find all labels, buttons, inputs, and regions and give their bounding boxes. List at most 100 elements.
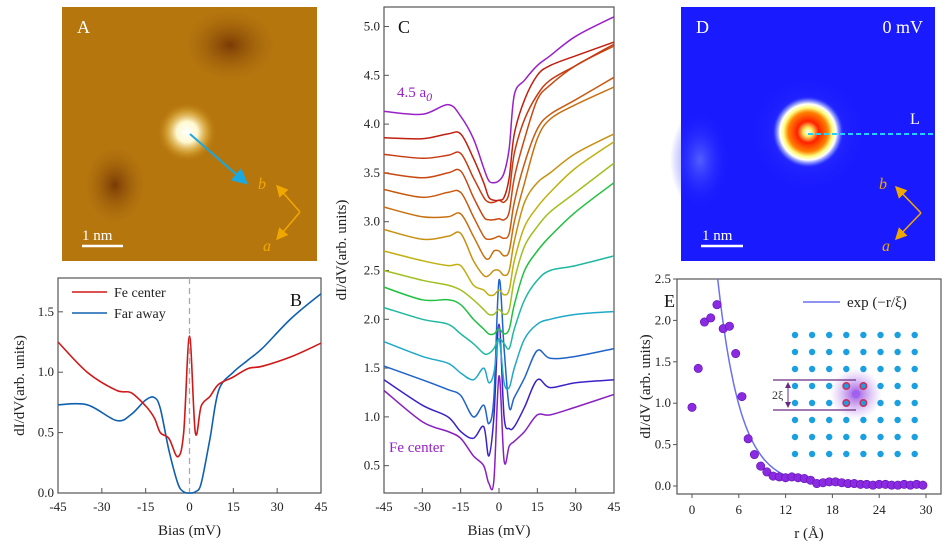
data-point (687, 402, 697, 412)
x-tick-label: 18 (826, 502, 839, 517)
x-tick-label: 30 (920, 502, 933, 517)
panel-label-c: C (398, 17, 410, 37)
axis-a-arrow (276, 211, 301, 241)
legend-label: Fe center (114, 286, 166, 301)
spectrum-line (383, 76, 615, 241)
y-tick-label: 3.5 (364, 165, 380, 180)
x-tick-label: 45 (608, 499, 621, 514)
lattice-site (826, 433, 833, 441)
lattice-site-highlighted (842, 398, 851, 407)
data-point (762, 467, 772, 477)
y-tick-label: 3.0 (364, 214, 380, 229)
spectrum-line (383, 375, 615, 491)
lattice-site (808, 399, 816, 407)
lattice-site (791, 399, 799, 407)
lattice-site (877, 450, 884, 458)
bias-label: 0 mV (883, 17, 924, 37)
panel-e-decay: 0 6 12 18 24 30 0.0 0.5 1.0 1.5 2.0 2.5 r (Å) dI/dV (… (638, 271, 942, 542)
y-tick-label: 4.5 (364, 67, 380, 82)
lattice-site (860, 416, 867, 424)
fe-site (852, 390, 860, 398)
fe-adatom-spot (157, 102, 217, 162)
data-point (737, 392, 747, 402)
lattice-site (808, 331, 816, 339)
lattice-site (826, 416, 833, 424)
xi-label: 2ξ (772, 388, 784, 402)
spectrum-line (383, 182, 615, 336)
panel-label-b: B (290, 290, 302, 310)
axis-b-label: b (879, 176, 887, 193)
lattice-site (826, 348, 833, 356)
spectrum-line (383, 141, 615, 297)
x-axis-label: Bias (mV) (468, 523, 531, 539)
x-tick-label: 0 (496, 499, 503, 514)
panel-c-spectra-stack: -45 -30 -15 0 15 30 45 0.5 1.0 1.5 2.0 2.5 3.0 3.5 4.0… (334, 6, 621, 539)
y-tick-label: 0.0 (38, 485, 54, 500)
spectrum-line (383, 41, 615, 202)
lattice-site (843, 348, 850, 356)
y-axis-label: dI/dV (arb. units) (638, 334, 654, 438)
y-axis-label: dI/dV(arb. units) (12, 335, 28, 436)
axis-a-label: a (882, 238, 890, 255)
topography-dark-region (185, 10, 275, 80)
lattice-site (911, 382, 918, 390)
x-tick-label: 12 (779, 502, 792, 517)
lattice-site (877, 382, 884, 390)
panel-label-d: D (696, 17, 709, 37)
x-tick-label: -30 (414, 499, 431, 514)
lattice-site (894, 331, 901, 339)
x-tick-label: -45 (375, 499, 392, 514)
panel-label-a: A (77, 17, 90, 37)
lattice-site (860, 331, 867, 339)
lattice-site (808, 416, 816, 424)
y-tick-label: 2.0 (364, 311, 380, 326)
lattice-site (911, 433, 918, 441)
y-tick-label: 1.0 (364, 409, 380, 424)
lattice-site (894, 399, 901, 407)
linecut-arrow (189, 133, 249, 185)
axis-b-arrow (276, 184, 301, 213)
lattice-site (791, 331, 799, 339)
lattice-site (911, 450, 918, 458)
lattice-site (791, 450, 799, 458)
lattice-site (843, 416, 850, 424)
x-tick-label: 30 (569, 499, 582, 514)
panel-d-conductance-map: D 0 mV L 1 nm b a (670, 7, 935, 261)
spectrum-line (383, 45, 615, 221)
data-point (756, 461, 766, 471)
lattice-site (877, 348, 884, 356)
y-tick-label: 5.0 (364, 19, 380, 34)
y-tick-label: 1.0 (655, 395, 671, 410)
spectrum-line (383, 323, 615, 457)
lattice-site (808, 450, 816, 458)
lattice-site (911, 365, 918, 373)
annotation-top-curve: 4.5 a0 (397, 85, 432, 104)
lattice-site (826, 399, 833, 407)
data-point (699, 317, 709, 327)
lattice-site (894, 416, 901, 424)
topography-dark-region (85, 147, 145, 223)
lattice-site (877, 399, 884, 407)
data-point (918, 480, 928, 490)
map-haze (670, 110, 730, 210)
lattice-site (843, 433, 850, 441)
x-tick-label: -15 (452, 499, 469, 514)
y-tick-label: 4.0 (364, 116, 380, 131)
annotation-fe-center: Fe center (389, 440, 444, 456)
lattice-site (911, 348, 918, 356)
fe-adatom-spot (772, 96, 844, 168)
legend-label: Far away (114, 307, 166, 322)
y-tick-label: 0.5 (38, 425, 54, 440)
series-line-far-away (57, 293, 322, 494)
axis-a-label: a (263, 238, 271, 255)
scale-bar-label: 1 nm (702, 228, 733, 244)
lattice-site (877, 331, 884, 339)
lattice-site (791, 348, 799, 356)
y-axis-label: dI/dV(arb. units) (334, 200, 350, 301)
legend-label: exp (−r/ξ) (847, 295, 907, 311)
lattice-site (843, 450, 850, 458)
lattice-site-highlighted (859, 381, 868, 390)
data-point (724, 321, 734, 331)
x-tick-label: 0 (689, 502, 696, 517)
